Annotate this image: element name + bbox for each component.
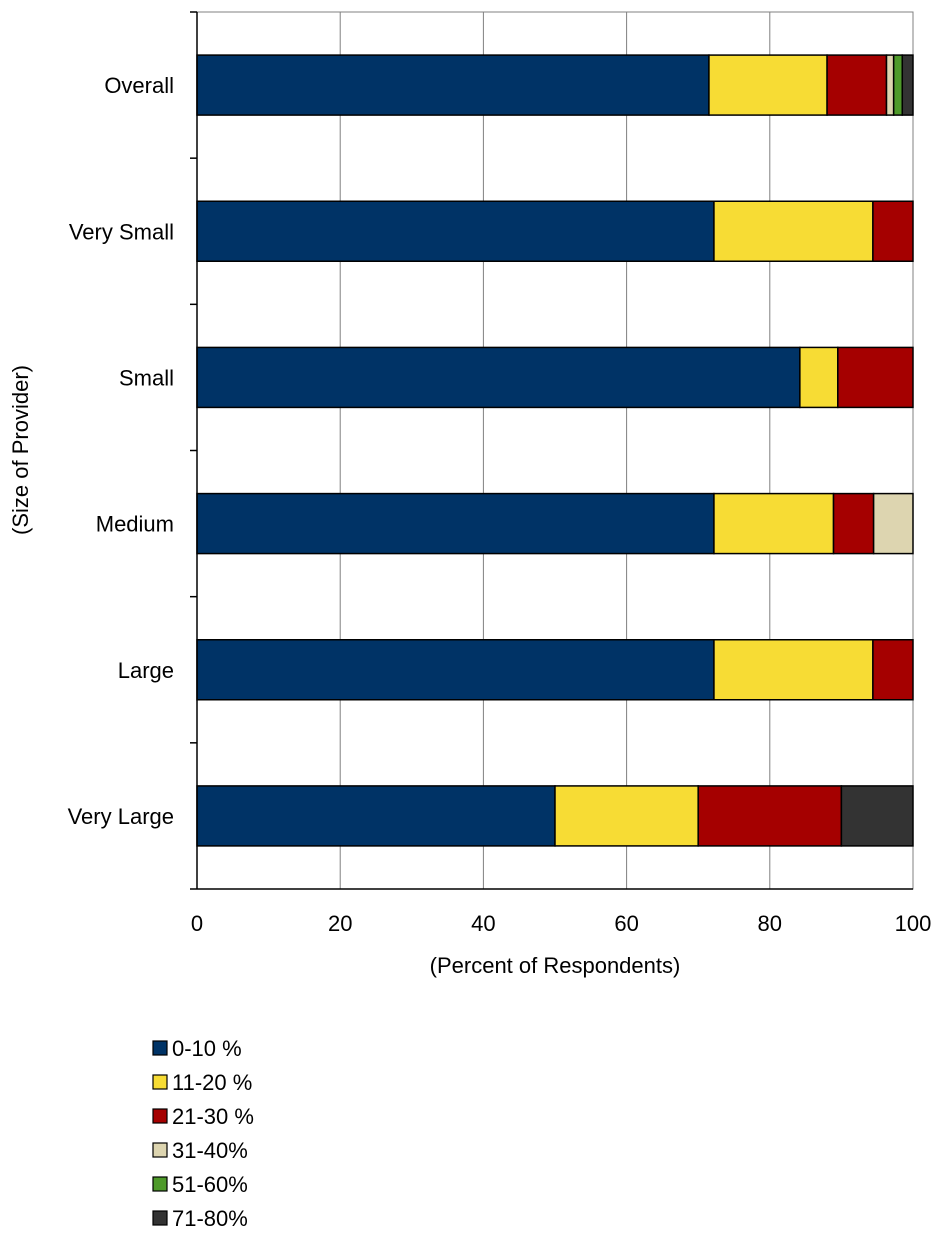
legend-label: 0-10 % [172, 1036, 242, 1061]
bar-segment [713, 639, 874, 701]
x-tick-label: 60 [614, 911, 638, 936]
bar-segment [196, 346, 801, 409]
plot-area [196, 11, 914, 890]
category-label: Medium [96, 512, 174, 537]
category-label: Very Small [69, 219, 174, 244]
x-tick-labels: 0 20 40 60 80 100 [191, 911, 931, 936]
bar-segment [872, 639, 914, 701]
bar-segment [892, 54, 904, 116]
category-label: Small [119, 365, 174, 390]
bar-segment [554, 785, 699, 847]
bar-segment [837, 346, 914, 409]
legend-swatch [152, 1176, 168, 1192]
bar-segment [799, 346, 839, 409]
bar-segment [872, 200, 914, 262]
bar-segment [713, 200, 874, 262]
bar-segment [196, 54, 710, 116]
legend-label: 21-30 % [172, 1104, 254, 1129]
bar-segment [872, 492, 914, 555]
bar-segment [826, 54, 888, 116]
bar-segment [196, 200, 715, 262]
bar-segment [713, 492, 835, 555]
legend-swatch [152, 1108, 168, 1124]
category-labels: Overall Very Small Small Medium Large Very La… [68, 73, 174, 829]
bar-segment [196, 785, 556, 847]
legend-label: 11-20 % [172, 1070, 252, 1095]
x-tick-label: 20 [328, 911, 352, 936]
bar-segment [885, 54, 895, 116]
y-axis-ticks [190, 11, 197, 890]
bar-segment [901, 54, 914, 116]
bar-segment [196, 639, 715, 701]
x-tick-label: 40 [471, 911, 495, 936]
legend-label: 71-80% [172, 1206, 248, 1231]
legend-label: 31-40% [172, 1138, 248, 1163]
bar-segment [196, 492, 715, 555]
legend-swatch [152, 1210, 168, 1226]
category-label: Large [118, 658, 174, 683]
legend-label: 51-60% [172, 1172, 248, 1197]
gridlines [339, 12, 771, 889]
category-label: Overall [104, 73, 174, 98]
legend-swatch [152, 1142, 168, 1158]
y-axis-title: (Size of Provider) [8, 365, 33, 535]
x-tick-label: 0 [191, 911, 203, 936]
x-axis-title: (Percent of Respondents) [430, 953, 681, 978]
x-tick-label: 100 [895, 911, 932, 936]
bars [196, 54, 914, 847]
legend: 0-10 % 11-20 % 21-30 % 31-40% 51-60% 71-80% [152, 1036, 254, 1231]
bar-segment [708, 54, 828, 116]
x-tick-label: 80 [758, 911, 782, 936]
bar-segment [832, 492, 875, 555]
legend-swatch [152, 1074, 168, 1090]
bar-segment [697, 785, 843, 847]
legend-swatch [152, 1040, 168, 1056]
bar-segment [840, 785, 914, 847]
category-label: Very Large [68, 804, 174, 829]
